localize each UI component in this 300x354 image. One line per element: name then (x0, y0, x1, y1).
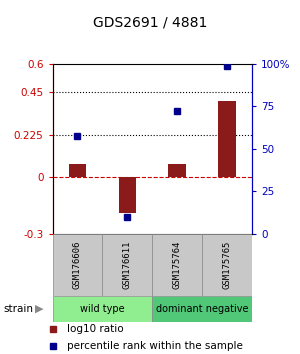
Bar (102, 234, 152, 296)
Text: log10 ratio: log10 ratio (67, 324, 124, 334)
Text: wild type: wild type (80, 304, 125, 314)
Bar (69, 164, 86, 177)
Bar (118, 177, 136, 213)
Text: ▶: ▶ (35, 304, 43, 314)
Bar (152, 234, 202, 296)
Text: dominant negative: dominant negative (156, 304, 248, 314)
Bar (152, 296, 252, 322)
Text: GSM175765: GSM175765 (223, 240, 232, 289)
Text: GSM176606: GSM176606 (73, 240, 82, 289)
Bar (202, 234, 252, 296)
Text: percentile rank within the sample: percentile rank within the sample (67, 341, 243, 350)
Bar (169, 164, 186, 177)
Text: GSM175764: GSM175764 (173, 240, 182, 289)
Text: GDS2691 / 4881: GDS2691 / 4881 (93, 16, 207, 30)
Bar (52, 234, 102, 296)
Text: GSM176611: GSM176611 (123, 240, 132, 289)
Bar (52, 296, 152, 322)
Bar (218, 102, 236, 177)
Text: strain: strain (3, 304, 33, 314)
